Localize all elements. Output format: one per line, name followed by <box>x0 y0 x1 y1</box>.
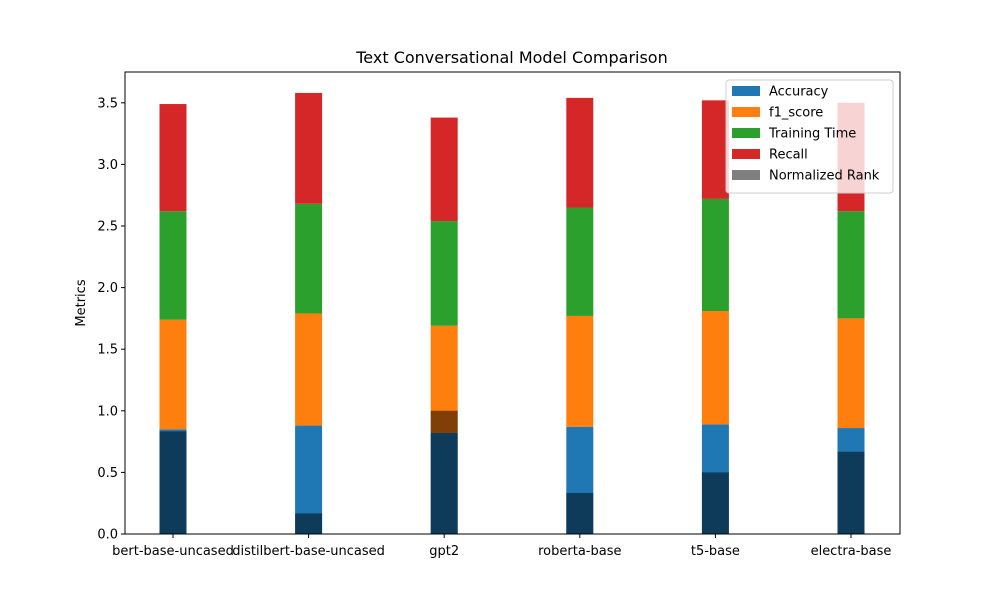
y-tick-label: 1.0 <box>97 404 118 419</box>
legend-swatch <box>732 107 760 117</box>
x-tick-label: t5-base <box>691 544 740 559</box>
y-tick-label: 2.0 <box>97 281 118 296</box>
x-tick-label: gpt2 <box>429 544 459 559</box>
y-tick-label: 1.5 <box>97 343 118 358</box>
y-axis-title: Metrics <box>74 279 89 326</box>
y-tick-label: 0.5 <box>97 466 118 481</box>
x-tick-label: distilbert-base-uncased <box>232 544 385 559</box>
chart-title: Text Conversational Model Comparison <box>355 48 667 67</box>
y-tick-label: 3.5 <box>97 96 118 111</box>
bar-training-time-4 <box>701 198 729 312</box>
legend-swatch <box>732 86 760 96</box>
legend-label: f1_score <box>769 106 823 121</box>
y-tick-label: 3.0 <box>97 158 118 173</box>
x-tick-label: roberta-base <box>538 544 621 559</box>
bar-training-time-5 <box>837 211 865 319</box>
bar-f1-score-4 <box>701 311 729 425</box>
bar-recall-4 <box>701 100 729 199</box>
x-tick-label: electra-base <box>811 544 892 559</box>
bar-normalized-rank-2 <box>430 410 458 534</box>
rank-overlay-group <box>159 410 865 534</box>
bar-training-time-0 <box>159 211 187 320</box>
x-axis: bert-base-uncaseddistilbert-base-uncased… <box>112 534 891 559</box>
bar-normalized-rank-0 <box>159 431 187 534</box>
x-tick-label: bert-base-uncased <box>112 544 234 559</box>
bar-normalized-rank-3 <box>566 492 594 534</box>
bar-f1-score-5 <box>837 318 865 429</box>
y-tick-label: 2.5 <box>97 220 118 235</box>
legend: Accuracy f1_score Training Time Recall Norma… <box>725 79 894 194</box>
bar-recall-3 <box>566 97 594 208</box>
legend-swatch <box>732 149 760 159</box>
y-tick-label: 0.0 <box>97 528 118 543</box>
y-axis: 0.0 0.5 1.0 1.5 2.0 2.5 3.0 3.5 <box>97 96 125 543</box>
bar-recall-1 <box>295 92 323 204</box>
bar-normalized-rank-4 <box>701 472 729 534</box>
bar-training-time-3 <box>566 207 594 316</box>
bar-training-time-2 <box>430 221 458 326</box>
bar-recall-2 <box>430 117 458 222</box>
legend-label: Accuracy <box>769 85 829 100</box>
legend-swatch <box>732 170 760 180</box>
plot-frame <box>124 71 901 535</box>
bar-training-time-1 <box>295 203 323 314</box>
legend-box <box>725 79 894 194</box>
bar-normalized-rank-5 <box>837 451 865 534</box>
legend-label: Recall <box>769 148 808 163</box>
bar-normalized-rank-1 <box>295 513 323 534</box>
bar-f1-score-1 <box>295 313 323 426</box>
legend-swatch <box>732 128 760 138</box>
bar-f1-score-0 <box>159 319 187 430</box>
legend-label: Training Time <box>768 127 856 142</box>
bar-f1-score-3 <box>566 315 594 427</box>
legend-label: Normalized Rank <box>769 169 880 184</box>
bar-recall-0 <box>159 104 187 212</box>
